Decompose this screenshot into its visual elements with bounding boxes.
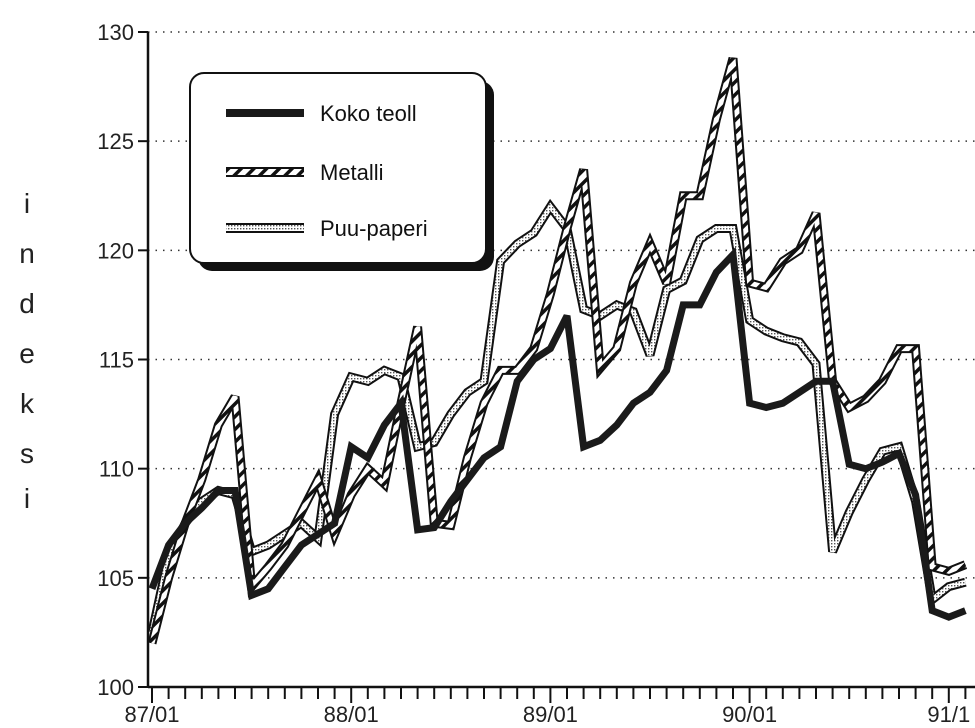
y-axis-label-letter: s — [20, 438, 34, 469]
legend-box — [189, 72, 487, 264]
y-tick-label: 130 — [97, 20, 134, 45]
y-axis-label-letter: i — [24, 188, 30, 219]
series-line-metalli — [147, 57, 968, 645]
y-tick-label: 105 — [97, 566, 134, 591]
y-tick-label: 120 — [97, 238, 134, 263]
y-ticks: 100 105 110 115 120 125 130 — [97, 20, 148, 700]
y-tick-label: 110 — [99, 457, 134, 482]
legend-label-koko: Koko teoll — [320, 101, 417, 126]
legend-label-metalli: Metalli — [320, 160, 384, 185]
series-path — [148, 246, 967, 621]
y-tick-label: 115 — [99, 348, 134, 373]
y-tick-label: 125 — [97, 129, 134, 154]
y-axis-label-letter: k — [20, 388, 35, 419]
y-axis-label-letter: e — [19, 338, 35, 369]
x-tick-label: 89/01 — [523, 702, 578, 727]
y-axis-label-letter: i — [24, 483, 30, 514]
legend: Koko teoll Metalli Puu-paperi — [189, 72, 494, 271]
x-tick-label: 88/01 — [324, 702, 379, 727]
series-line-koko-teoll — [148, 246, 967, 621]
y-axis-label: i n d e k s i — [19, 188, 35, 514]
x-tick-label: 90/01 — [722, 702, 777, 727]
series-fill — [149, 57, 967, 644]
x-tick-label: 87/01 — [124, 702, 179, 727]
x-ticks: 87/01 88/01 89/01 90/01 91/1 — [124, 687, 970, 727]
y-axis-label-letter: n — [19, 238, 35, 269]
x-tick-label: 91/1 — [927, 702, 970, 727]
series-lines — [147, 57, 968, 645]
y-axis-label-letter: d — [19, 288, 35, 319]
legend-label-puu: Puu-paperi — [320, 216, 428, 241]
y-tick-label: 100 — [97, 675, 134, 700]
